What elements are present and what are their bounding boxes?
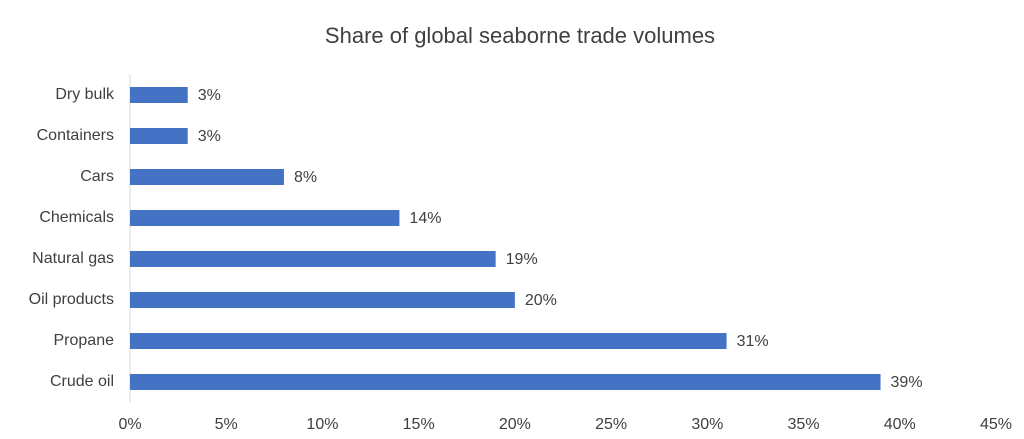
y-tick-label: Natural gas [32, 250, 114, 267]
data-label: 31% [737, 333, 769, 350]
x-tick-label: 30% [691, 416, 723, 433]
y-tick-label: Crude oil [50, 373, 114, 390]
x-tick-label: 20% [499, 416, 531, 433]
bar [130, 251, 496, 267]
x-tick-label: 25% [595, 416, 627, 433]
y-tick-label: Containers [37, 127, 114, 144]
x-tick-label: 40% [884, 416, 916, 433]
chart-title: Share of global seaborne trade volumes [325, 23, 715, 48]
y-tick-label: Chemicals [39, 209, 114, 226]
data-label: 14% [409, 210, 441, 227]
bar [130, 128, 188, 144]
data-label: 39% [891, 374, 923, 391]
x-tick-label: 35% [788, 416, 820, 433]
data-label: 19% [506, 251, 538, 268]
data-label: 3% [198, 87, 221, 104]
data-label: 3% [198, 128, 221, 145]
data-label: 20% [525, 292, 557, 309]
x-tick-label: 45% [980, 416, 1012, 433]
y-tick-label: Propane [54, 332, 115, 349]
bar [130, 210, 400, 226]
bar [130, 169, 284, 185]
y-tick-label: Dry bulk [55, 86, 115, 103]
bar [130, 87, 188, 103]
y-tick-label: Oil products [29, 291, 114, 308]
x-tick-label: 10% [306, 416, 338, 433]
data-label: 8% [294, 169, 317, 186]
bar [130, 292, 515, 308]
x-tick-label: 15% [403, 416, 435, 433]
x-tick-label: 5% [215, 416, 238, 433]
y-tick-label: Cars [80, 168, 114, 185]
bar [130, 374, 881, 390]
bar [130, 333, 727, 349]
x-tick-label: 0% [118, 416, 141, 433]
